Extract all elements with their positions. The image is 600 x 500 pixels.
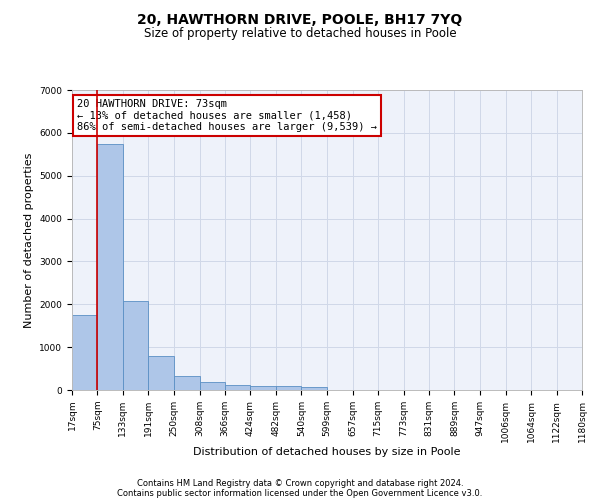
Text: Contains public sector information licensed under the Open Government Licence v3: Contains public sector information licen… <box>118 488 482 498</box>
X-axis label: Distribution of detached houses by size in Poole: Distribution of detached houses by size … <box>193 448 461 458</box>
Y-axis label: Number of detached properties: Number of detached properties <box>24 152 34 328</box>
Text: Size of property relative to detached houses in Poole: Size of property relative to detached ho… <box>143 28 457 40</box>
Text: Contains HM Land Registry data © Crown copyright and database right 2024.: Contains HM Land Registry data © Crown c… <box>137 478 463 488</box>
Bar <box>200 382 225 390</box>
Bar <box>250 386 276 390</box>
Bar <box>72 315 97 390</box>
Bar <box>276 386 301 390</box>
Text: 20 HAWTHORN DRIVE: 73sqm
← 13% of detached houses are smaller (1,458)
86% of sem: 20 HAWTHORN DRIVE: 73sqm ← 13% of detach… <box>77 99 377 132</box>
Bar <box>225 386 250 390</box>
Bar <box>123 301 148 390</box>
Bar <box>97 144 123 390</box>
Text: 20, HAWTHORN DRIVE, POOLE, BH17 7YQ: 20, HAWTHORN DRIVE, POOLE, BH17 7YQ <box>137 12 463 26</box>
Bar <box>301 387 327 390</box>
Bar <box>148 356 174 390</box>
Bar <box>174 376 200 390</box>
